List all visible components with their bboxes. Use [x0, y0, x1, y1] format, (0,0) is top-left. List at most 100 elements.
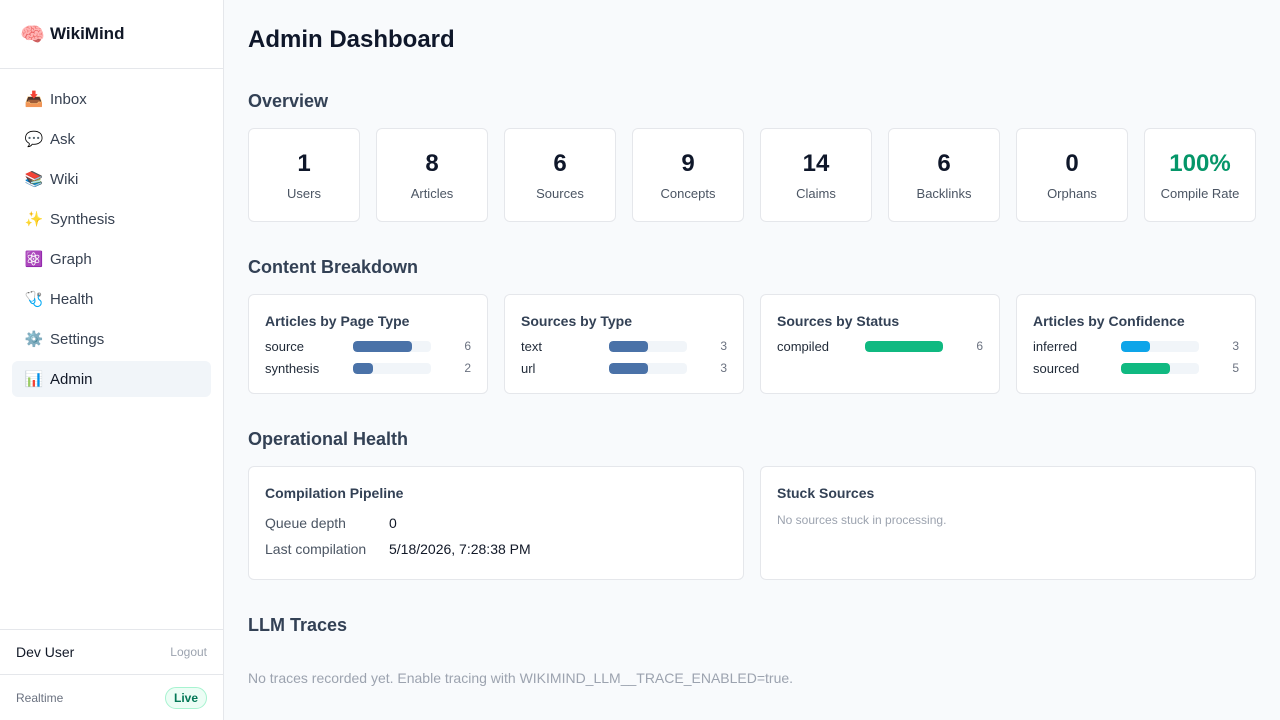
- inbox-icon: 📥: [24, 91, 44, 108]
- breakdown-card-articles-by-confidence: Articles by Confidence inferred 3 sourced 5: [1016, 294, 1256, 394]
- queue-depth-value: 0: [389, 515, 397, 531]
- breakdown-row: source 6: [265, 335, 471, 357]
- stethoscope-icon: 🩺: [24, 291, 44, 308]
- operational-health: Compilation Pipeline Queue depth 0 Last …: [248, 466, 1256, 580]
- llm-traces-empty: No traces recorded yet. Enable tracing w…: [248, 670, 794, 686]
- sidebar: 🧠 WikiMind 📥 Inbox 💬 Ask 📚 Wiki ✨ Synthesis ⚛️ Gr…: [0, 0, 224, 720]
- breakdown-bar-fill: [353, 362, 373, 374]
- card-title: Sources by Status: [777, 313, 900, 329]
- breakdown-bar-track: [353, 362, 431, 374]
- breakdown-count: 6: [464, 339, 471, 353]
- atom-icon: ⚛️: [24, 251, 44, 268]
- breakdown-count: 3: [1232, 339, 1239, 353]
- stat-value: 1: [297, 150, 311, 177]
- stat-card-concepts: 9 Concepts: [632, 128, 744, 222]
- stat-label: Concepts: [660, 186, 716, 201]
- gear-icon: ⚙️: [24, 331, 44, 348]
- compilation-pipeline-card: Compilation Pipeline Queue depth 0 Last …: [248, 466, 744, 580]
- breakdown-bar-track: [609, 362, 687, 374]
- sidebar-item-health[interactable]: 🩺 Health: [12, 281, 211, 317]
- content-breakdown: Articles by Page Type source 6 synthesis 2 So…: [248, 294, 1256, 394]
- chat-icon: 💬: [24, 131, 44, 148]
- card-title: Articles by Confidence: [1033, 313, 1185, 329]
- queue-depth-label: Queue depth: [265, 515, 346, 531]
- breakdown-label: source: [265, 338, 305, 354]
- breakdown-count: 5: [1232, 361, 1239, 375]
- breakdown-bar-fill: [1121, 362, 1170, 374]
- stat-value: 9: [681, 150, 695, 177]
- sidebar-footer: Dev User Logout Realtime Live: [0, 629, 223, 720]
- breakdown-bar-fill: [609, 362, 648, 374]
- stat-label: Articles: [410, 186, 454, 201]
- card-title: Stuck Sources: [777, 485, 875, 501]
- stat-label: Claims: [796, 186, 836, 201]
- brand[interactable]: 🧠 WikiMind: [0, 0, 223, 69]
- last-compilation-value: 5/18/2026, 7:28:38 PM: [389, 541, 531, 557]
- realtime-row: Realtime Live: [0, 674, 223, 720]
- breakdown-label: url: [521, 360, 536, 376]
- stat-card-claims: 14 Claims: [760, 128, 872, 222]
- card-title: Compilation Pipeline: [265, 485, 404, 501]
- sidebar-item-synthesis[interactable]: ✨ Synthesis: [12, 201, 211, 237]
- stuck-sources-card: Stuck Sources No sources stuck in proces…: [760, 466, 1256, 580]
- breakdown-bar-track: [1121, 362, 1199, 374]
- stat-label: Sources: [536, 186, 584, 201]
- sidebar-item-inbox[interactable]: 📥 Inbox: [12, 81, 211, 117]
- sidebar-item-wiki[interactable]: 📚 Wiki: [12, 161, 211, 197]
- sidebar-item-settings[interactable]: ⚙️ Settings: [12, 321, 211, 357]
- page-title: Admin Dashboard: [248, 26, 455, 53]
- stat-value: 100%: [1169, 150, 1231, 177]
- stat-label: Users: [287, 186, 321, 201]
- logout-button[interactable]: Logout: [170, 645, 207, 659]
- brain-logo-icon: 🧠: [20, 23, 45, 46]
- breakdown-bar-fill: [353, 340, 412, 352]
- breakdown-card-sources-by-status: Sources by Status compiled 6: [760, 294, 1000, 394]
- realtime-label: Realtime: [16, 690, 64, 705]
- breakdown-count: 6: [976, 339, 983, 353]
- card-title: Sources by Type: [521, 313, 633, 329]
- breakdown-label: text: [521, 338, 542, 354]
- breakdown-row: url 3: [521, 357, 727, 379]
- content-breakdown-title: Content Breakdown: [248, 257, 419, 277]
- stat-card-compile-rate: 100% Compile Rate: [1144, 128, 1256, 222]
- stat-value: 6: [937, 150, 951, 177]
- breakdown-bar-fill: [609, 340, 648, 352]
- stat-value: 6: [553, 150, 567, 177]
- stat-card-backlinks: 6 Backlinks: [888, 128, 1000, 222]
- stat-label: Compile Rate: [1160, 186, 1240, 201]
- stat-card-orphans: 0 Orphans: [1016, 128, 1128, 222]
- breakdown-card-articles-by-page-type: Articles by Page Type source 6 synthesis 2: [248, 294, 488, 394]
- breakdown-label: synthesis: [265, 360, 320, 376]
- breakdown-bar-fill: [865, 340, 943, 352]
- last-compilation-row: Last compilation 5/18/2026, 7:28:38 PM: [265, 541, 727, 557]
- bar-chart-icon: 📊: [24, 371, 44, 388]
- sidebar-item-admin[interactable]: 📊 Admin: [12, 361, 211, 397]
- breakdown-label: inferred: [1033, 338, 1078, 354]
- sidebar-nav: 📥 Inbox 💬 Ask 📚 Wiki ✨ Synthesis ⚛️ Graph 🩺 Health ⚙…: [0, 69, 223, 413]
- breakdown-bar-track: [865, 340, 943, 352]
- breakdown-label: compiled: [777, 338, 830, 354]
- books-icon: 📚: [24, 171, 44, 188]
- breakdown-bar-track: [609, 340, 687, 352]
- stat-value: 14: [802, 150, 830, 177]
- app-name: WikiMind: [50, 24, 125, 43]
- breakdown-row: sourced 5: [1033, 357, 1239, 379]
- breakdown-row: synthesis 2: [265, 357, 471, 379]
- breakdown-row: inferred 3: [1033, 335, 1239, 357]
- sidebar-item-label: Health: [50, 290, 94, 308]
- breakdown-count: 2: [464, 361, 471, 375]
- sidebar-item-label: Admin: [50, 370, 93, 388]
- sidebar-item-label: Ask: [50, 130, 76, 148]
- user-row: Dev User Logout: [0, 629, 223, 674]
- live-status-badge: Live: [164, 686, 207, 709]
- queue-depth-row: Queue depth 0: [265, 515, 727, 531]
- breakdown-row: text 3: [521, 335, 727, 357]
- sidebar-item-ask[interactable]: 💬 Ask: [12, 121, 211, 157]
- sparkles-icon: ✨: [24, 211, 44, 228]
- operational-health-title: Operational Health: [248, 429, 409, 449]
- stat-label: Orphans: [1047, 186, 1097, 201]
- last-compilation-label: Last compilation: [265, 541, 367, 557]
- breakdown-bar-track: [353, 340, 431, 352]
- sidebar-item-graph[interactable]: ⚛️ Graph: [12, 241, 211, 277]
- stat-label: Backlinks: [916, 186, 972, 201]
